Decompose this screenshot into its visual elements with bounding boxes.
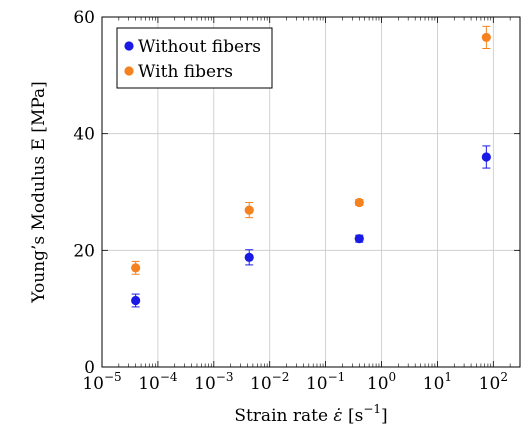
major-ticks	[101, 16, 520, 368]
data-point	[131, 260, 141, 275]
x-tick-label: 102	[479, 370, 508, 394]
marker	[481, 32, 491, 43]
data-point	[131, 293, 141, 308]
plot-frame	[101, 16, 521, 368]
legend-entry: With fibers	[124, 62, 233, 82]
x-tick-label: 100	[367, 370, 396, 394]
x-tick-label: 10−4	[138, 370, 178, 394]
x-tick-label: 10−1	[306, 370, 345, 394]
x-tick-label: 10−3	[194, 370, 233, 394]
x-axis-label: Strain rate ε̇ [s−1]	[234, 402, 387, 426]
marker	[354, 197, 364, 208]
legend-box	[116, 27, 273, 89]
x-tick-label: 10−2	[250, 370, 289, 394]
x-tick-label: 10−5	[82, 370, 121, 394]
marker	[244, 205, 254, 215]
x-tick-labels: 10−5 10−4 10−3 10−2 10−1 100 101 102	[82, 370, 508, 394]
minor-ticks	[118, 17, 511, 367]
legend-label: Without fibers	[138, 37, 261, 57]
y-tick-label: 0	[84, 358, 95, 378]
data-point	[481, 145, 491, 169]
data-point	[354, 197, 364, 208]
marker	[131, 263, 141, 273]
legend-marker	[124, 41, 134, 51]
x-tick-label: 101	[423, 370, 452, 394]
marker	[131, 295, 141, 306]
marker	[244, 252, 254, 262]
data-point	[354, 234, 364, 244]
data-point	[244, 249, 254, 266]
y-tick-labels: 0 20 40 60	[73, 8, 95, 378]
data-point	[244, 202, 254, 219]
marker	[481, 152, 491, 162]
legend-entry: Without fibers	[124, 37, 261, 57]
y-tick-label: 40	[73, 125, 95, 145]
data-point	[481, 25, 491, 49]
marker	[354, 234, 364, 244]
data-points	[131, 25, 491, 308]
legend: Without fibers With fibers	[116, 27, 273, 89]
y-tick-label: 60	[73, 8, 95, 28]
y-tick-label: 20	[73, 241, 95, 261]
legend-marker	[124, 66, 134, 76]
y-axis-label: Young’s Modulus E [MPa]	[29, 81, 49, 304]
legend-label: With fibers	[138, 62, 233, 82]
